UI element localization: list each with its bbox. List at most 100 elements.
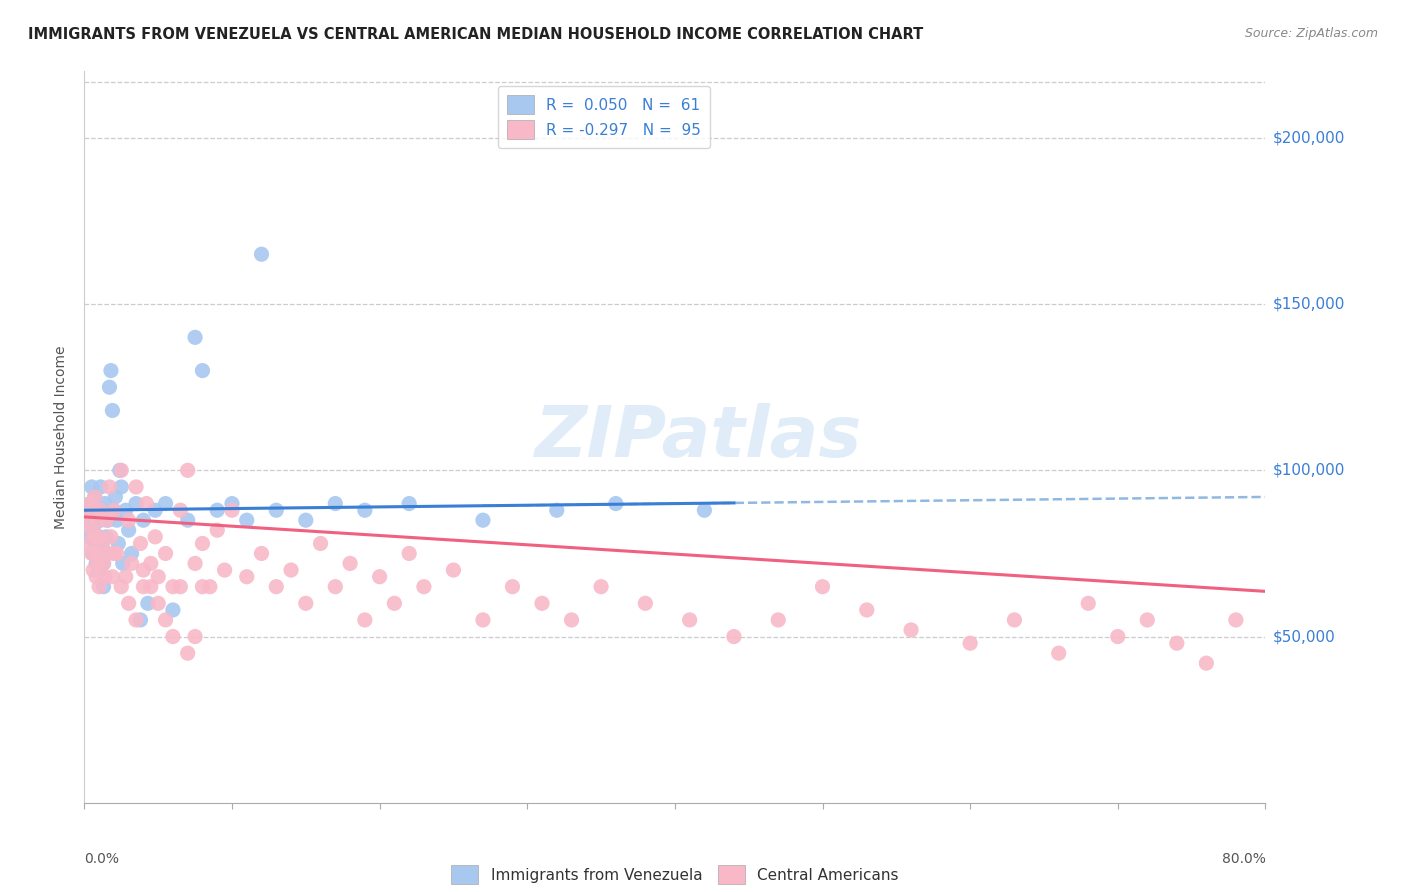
- Point: [264, 580, 288, 594]
- Text: $200,000: $200,000: [1272, 130, 1344, 145]
- Point: [87, 580, 111, 594]
- Point: [441, 563, 464, 577]
- Point: [155, 497, 177, 511]
- Point: [97, 513, 120, 527]
- Point: [148, 570, 170, 584]
- Point: [214, 563, 236, 577]
- Point: [98, 480, 121, 494]
- Point: [80, 480, 103, 494]
- Point: [84, 513, 107, 527]
- Point: [143, 503, 166, 517]
- Point: [103, 503, 125, 517]
- Point: [79, 497, 101, 511]
- Point: [105, 513, 128, 527]
- Point: [87, 530, 111, 544]
- Point: [77, 536, 100, 550]
- Point: [811, 580, 834, 594]
- Point: [155, 546, 177, 560]
- Point: [86, 557, 108, 571]
- Point: [382, 596, 406, 610]
- Point: [103, 546, 125, 560]
- Point: [121, 546, 143, 560]
- Point: [354, 503, 377, 517]
- Legend: Immigrants from Venezuela, Central Americans: Immigrants from Venezuela, Central Ameri…: [444, 859, 905, 890]
- Point: [82, 503, 104, 517]
- Point: [560, 613, 583, 627]
- Point: [591, 580, 613, 594]
- Point: [87, 563, 111, 577]
- Point: [177, 646, 200, 660]
- Point: [84, 570, 107, 584]
- Point: [323, 497, 347, 511]
- Point: [76, 513, 98, 527]
- Point: [184, 330, 207, 344]
- Point: [93, 557, 115, 571]
- Point: [323, 580, 347, 594]
- Point: [96, 513, 118, 527]
- Point: [114, 503, 136, 517]
- Point: [148, 596, 170, 610]
- Point: [100, 363, 122, 377]
- Text: 80.0%: 80.0%: [1222, 852, 1265, 866]
- Point: [125, 613, 148, 627]
- Point: [235, 513, 259, 527]
- Point: [135, 497, 157, 511]
- Point: [693, 503, 716, 517]
- Point: [546, 503, 568, 517]
- Point: [169, 580, 191, 594]
- Point: [90, 480, 112, 494]
- Point: [97, 546, 120, 560]
- Point: [84, 546, 107, 560]
- Point: [80, 546, 103, 560]
- Point: [221, 497, 243, 511]
- Point: [250, 247, 273, 261]
- Point: [1166, 636, 1188, 650]
- Point: [169, 503, 191, 517]
- Point: [101, 570, 124, 584]
- Point: [87, 530, 111, 544]
- Point: [398, 497, 420, 511]
- Point: [472, 513, 495, 527]
- Point: [900, 623, 922, 637]
- Point: [82, 546, 104, 560]
- Point: [1077, 596, 1099, 610]
- Text: IMMIGRANTS FROM VENEZUELA VS CENTRAL AMERICAN MEDIAN HOUSEHOLD INCOME CORRELATIO: IMMIGRANTS FROM VENEZUELA VS CENTRAL AME…: [28, 27, 924, 42]
- Point: [111, 557, 134, 571]
- Point: [90, 513, 112, 527]
- Point: [1195, 656, 1218, 670]
- Point: [84, 557, 107, 571]
- Point: [104, 490, 127, 504]
- Point: [118, 523, 141, 537]
- Point: [82, 523, 104, 537]
- Point: [184, 557, 207, 571]
- Point: [110, 580, 132, 594]
- Point: [198, 580, 221, 594]
- Point: [132, 513, 155, 527]
- Point: [354, 613, 377, 627]
- Point: [125, 497, 148, 511]
- Point: [100, 530, 122, 544]
- Point: [96, 530, 118, 544]
- Point: [91, 536, 114, 550]
- Point: [205, 523, 228, 537]
- Point: [723, 630, 745, 644]
- Point: [250, 546, 273, 560]
- Point: [77, 530, 100, 544]
- Point: [98, 380, 121, 394]
- Point: [191, 580, 214, 594]
- Point: [93, 580, 115, 594]
- Point: [191, 363, 214, 377]
- Point: [768, 613, 790, 627]
- Point: [501, 580, 523, 594]
- Text: $100,000: $100,000: [1272, 463, 1344, 478]
- Point: [191, 536, 214, 550]
- Point: [280, 563, 302, 577]
- Point: [162, 603, 184, 617]
- Point: [1107, 630, 1129, 644]
- Point: [79, 497, 101, 511]
- Point: [83, 530, 105, 544]
- Point: [136, 596, 159, 610]
- Point: [86, 503, 108, 517]
- Point: [110, 463, 132, 477]
- Point: [82, 563, 104, 577]
